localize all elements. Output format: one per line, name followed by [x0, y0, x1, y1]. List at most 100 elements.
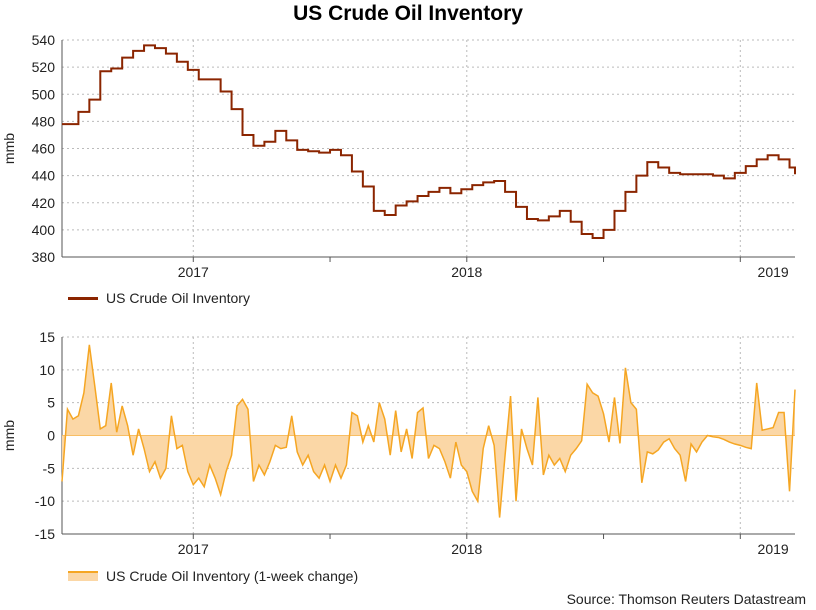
data-point — [680, 174, 681, 175]
data-point — [406, 201, 407, 202]
data-point — [795, 174, 796, 175]
data-point — [778, 412, 779, 413]
data-point — [237, 405, 238, 406]
data-point — [384, 214, 385, 215]
data-point — [669, 438, 670, 439]
y-tick-label: 500 — [32, 86, 56, 102]
data-point — [176, 448, 177, 449]
x-tick-label: 2018 — [451, 541, 482, 557]
data-point — [78, 415, 79, 416]
data-point — [433, 445, 434, 446]
data-point — [526, 219, 527, 220]
legend-bottom: US Crude Oil Inventory (1-week change) — [68, 568, 358, 584]
legend-top-label: US Crude Oil Inventory — [106, 290, 250, 306]
data-point — [751, 448, 752, 449]
data-point — [734, 444, 735, 445]
data-point — [592, 238, 593, 239]
data-point — [647, 451, 648, 452]
data-point — [297, 149, 298, 150]
data-point — [138, 428, 139, 429]
data-point — [565, 471, 566, 472]
data-point — [258, 465, 259, 466]
data-point — [368, 425, 369, 426]
data-point — [559, 458, 560, 459]
data-point — [472, 185, 473, 186]
data-point — [516, 501, 517, 502]
data-point — [133, 455, 134, 456]
data-point — [526, 448, 527, 449]
data-point — [444, 461, 445, 462]
data-point — [72, 419, 73, 420]
data-point — [658, 167, 659, 168]
data-point — [625, 191, 626, 192]
data-point — [729, 442, 730, 443]
data-point — [494, 445, 495, 446]
data-point — [691, 174, 692, 175]
data-point — [62, 124, 63, 125]
y-tick-label: 10 — [39, 362, 55, 378]
y-tick-label: 540 — [32, 32, 56, 48]
data-point — [226, 471, 227, 472]
data-point — [718, 437, 719, 438]
x-tick-label: 2017 — [178, 541, 209, 557]
data-point — [231, 109, 232, 110]
data-point — [466, 471, 467, 472]
data-point — [100, 71, 101, 72]
data-point — [83, 392, 84, 393]
data-point — [220, 91, 221, 92]
data-point — [319, 152, 320, 153]
data-point — [269, 461, 270, 462]
data-point — [439, 448, 440, 449]
data-point — [609, 442, 610, 443]
data-point — [767, 428, 768, 429]
data-point — [488, 425, 489, 426]
data-point — [712, 436, 713, 437]
data-point — [619, 443, 620, 444]
data-point — [756, 159, 757, 160]
data-point — [362, 186, 363, 187]
data-point — [570, 455, 571, 456]
data-point — [636, 409, 637, 410]
data-point — [351, 412, 352, 413]
data-point — [641, 482, 642, 483]
y-tick-label: -15 — [35, 526, 55, 542]
data-point — [313, 471, 314, 472]
data-point — [149, 471, 150, 472]
data-point — [559, 210, 560, 211]
data-point — [685, 481, 686, 482]
legend-top: US Crude Oil Inventory — [68, 290, 250, 306]
y-tick-label: 0 — [47, 428, 55, 444]
x-tick-label: 2017 — [178, 264, 209, 280]
data-point — [592, 392, 593, 393]
data-point — [483, 448, 484, 449]
chart-title: US Crude Oil Inventory — [293, 2, 523, 25]
data-point — [581, 440, 582, 441]
data-point — [423, 407, 424, 408]
data-point — [570, 221, 571, 222]
data-point — [537, 397, 538, 398]
data-point — [581, 233, 582, 234]
data-point — [275, 445, 276, 446]
x-tick-label: 2018 — [451, 264, 482, 280]
data-point — [335, 465, 336, 466]
data-point — [548, 216, 549, 217]
data-point — [712, 175, 713, 176]
data-point — [499, 517, 500, 518]
data-point — [505, 191, 506, 192]
data-point — [674, 448, 675, 449]
data-point — [105, 425, 106, 426]
data-point — [154, 461, 155, 462]
data-point — [395, 205, 396, 206]
data-point — [209, 79, 210, 80]
data-point — [165, 53, 166, 54]
data-point — [412, 458, 413, 459]
data-point — [264, 474, 265, 475]
data-point — [614, 397, 615, 398]
data-point — [745, 447, 746, 448]
data-point — [357, 415, 358, 416]
data-point — [483, 182, 484, 183]
data-point — [702, 442, 703, 443]
y-tick-label: 380 — [32, 249, 56, 265]
data-point — [532, 465, 533, 466]
data-point — [154, 48, 155, 49]
